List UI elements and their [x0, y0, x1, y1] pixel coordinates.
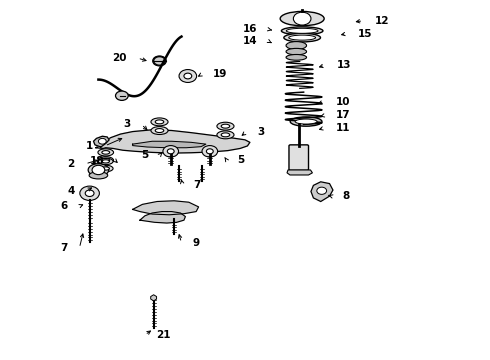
Circle shape [202, 145, 218, 157]
Ellipse shape [284, 33, 320, 42]
Ellipse shape [290, 117, 322, 126]
Circle shape [163, 145, 178, 157]
Text: 9: 9 [193, 238, 200, 248]
Text: 15: 15 [358, 29, 372, 39]
Text: 17: 17 [335, 111, 350, 121]
Polygon shape [94, 136, 109, 147]
Circle shape [317, 187, 327, 194]
Text: 5: 5 [238, 155, 245, 165]
Ellipse shape [289, 35, 316, 40]
Ellipse shape [286, 41, 307, 49]
Text: 3: 3 [257, 127, 265, 137]
Text: 2: 2 [67, 159, 74, 169]
Text: 16: 16 [243, 24, 257, 35]
Circle shape [116, 91, 128, 100]
Ellipse shape [221, 124, 230, 128]
Ellipse shape [102, 158, 110, 162]
Text: 12: 12 [374, 16, 389, 26]
Text: 20: 20 [112, 53, 126, 63]
Ellipse shape [98, 149, 114, 156]
Ellipse shape [102, 167, 109, 170]
Text: 10: 10 [335, 97, 350, 107]
Circle shape [92, 165, 105, 175]
Ellipse shape [286, 48, 307, 55]
Text: 6: 6 [61, 201, 68, 211]
Circle shape [153, 56, 166, 66]
Text: 7: 7 [61, 243, 68, 253]
Ellipse shape [89, 172, 108, 179]
Ellipse shape [280, 12, 324, 26]
Circle shape [206, 149, 213, 154]
Text: 8: 8 [343, 191, 350, 201]
Ellipse shape [151, 118, 168, 126]
Ellipse shape [217, 131, 234, 139]
Ellipse shape [295, 119, 317, 124]
Text: 7: 7 [194, 180, 201, 190]
Circle shape [80, 186, 99, 201]
Ellipse shape [102, 150, 110, 154]
Ellipse shape [88, 164, 109, 176]
Text: 3: 3 [123, 120, 130, 129]
Text: 18: 18 [90, 156, 105, 166]
Ellipse shape [98, 158, 113, 165]
Circle shape [179, 69, 196, 82]
Text: 4: 4 [68, 186, 75, 196]
Ellipse shape [217, 122, 234, 130]
Polygon shape [287, 170, 313, 175]
Text: 13: 13 [336, 60, 351, 70]
Circle shape [167, 149, 174, 154]
Polygon shape [151, 295, 157, 301]
Text: 14: 14 [243, 36, 257, 46]
Circle shape [184, 73, 192, 79]
Polygon shape [140, 212, 185, 223]
Circle shape [85, 190, 94, 197]
Ellipse shape [102, 160, 109, 163]
FancyBboxPatch shape [289, 145, 309, 170]
Text: 21: 21 [156, 330, 171, 340]
Ellipse shape [98, 165, 113, 172]
Ellipse shape [151, 127, 168, 135]
Text: 5: 5 [142, 150, 149, 160]
Polygon shape [133, 201, 198, 215]
Polygon shape [311, 182, 333, 202]
Text: 11: 11 [335, 123, 350, 133]
Ellipse shape [221, 133, 230, 137]
Circle shape [294, 12, 311, 25]
Ellipse shape [98, 157, 114, 164]
Ellipse shape [286, 28, 318, 33]
Ellipse shape [155, 120, 164, 124]
Ellipse shape [286, 54, 307, 60]
Polygon shape [133, 141, 206, 148]
Circle shape [98, 138, 106, 144]
Ellipse shape [155, 129, 164, 132]
Text: 1: 1 [86, 141, 94, 151]
Text: 19: 19 [213, 69, 228, 79]
Polygon shape [96, 130, 250, 153]
Ellipse shape [281, 27, 323, 35]
